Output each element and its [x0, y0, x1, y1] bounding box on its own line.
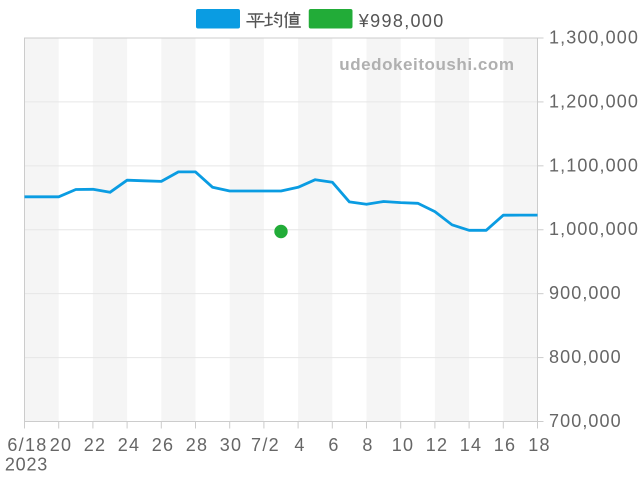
svg-text:18: 18 — [528, 435, 551, 455]
svg-text:900,000: 900,000 — [549, 283, 622, 303]
svg-text:udedokeitoushi.com: udedokeitoushi.com — [339, 55, 514, 74]
svg-text:6/18: 6/18 — [7, 435, 47, 455]
svg-text:800,000: 800,000 — [549, 347, 622, 367]
svg-text:20: 20 — [50, 435, 73, 455]
svg-text:28: 28 — [186, 435, 209, 455]
svg-text:22: 22 — [84, 435, 107, 455]
svg-text:26: 26 — [152, 435, 175, 455]
svg-text:6: 6 — [328, 435, 339, 455]
svg-text:1,200,000: 1,200,000 — [549, 91, 639, 111]
svg-text:16: 16 — [494, 435, 517, 455]
svg-text:1,300,000: 1,300,000 — [549, 28, 639, 48]
svg-text:¥998,000: ¥998,000 — [358, 11, 445, 31]
svg-text:1,100,000: 1,100,000 — [549, 155, 639, 175]
svg-text:30: 30 — [220, 435, 243, 455]
svg-text:1,000,000: 1,000,000 — [549, 219, 639, 239]
svg-text:8: 8 — [362, 435, 373, 455]
svg-text:7/2: 7/2 — [251, 435, 280, 455]
svg-text:700,000: 700,000 — [549, 411, 622, 431]
svg-text:24: 24 — [118, 435, 141, 455]
svg-text:10: 10 — [392, 435, 415, 455]
svg-text:4: 4 — [294, 435, 305, 455]
svg-text:12: 12 — [426, 435, 449, 455]
svg-text:2023: 2023 — [5, 455, 48, 475]
svg-text:14: 14 — [460, 435, 483, 455]
